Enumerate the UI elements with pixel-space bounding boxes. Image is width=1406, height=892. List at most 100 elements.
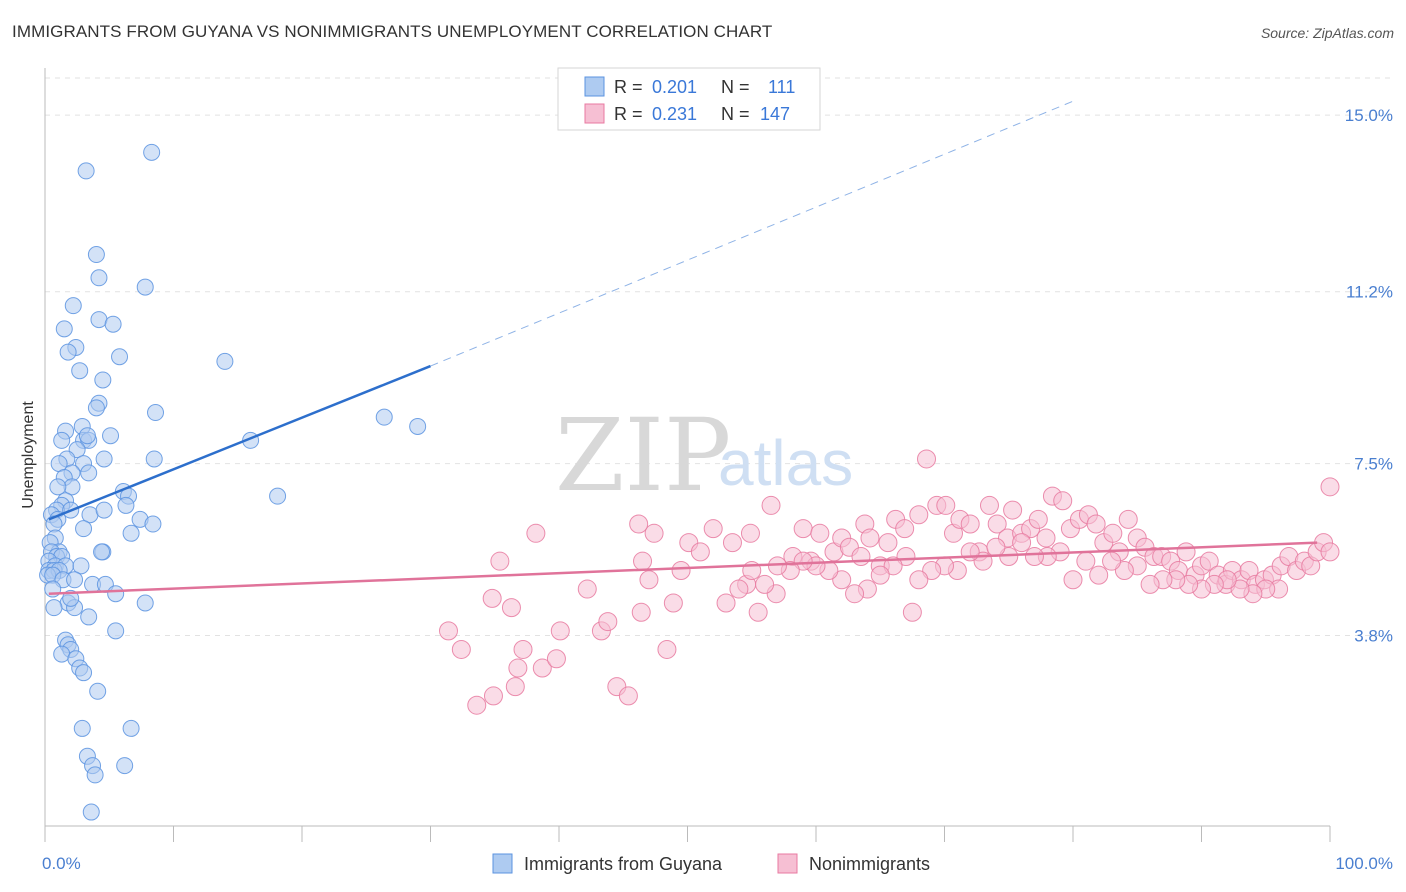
data-point: [75, 664, 93, 682]
data-point: [77, 162, 95, 180]
data-point: [909, 570, 929, 590]
data-point: [1118, 509, 1138, 529]
data-point: [1036, 528, 1056, 548]
trend-lines: [48, 100, 1318, 595]
data-point: [216, 352, 234, 370]
y-tick-label: 3.8%: [1354, 627, 1393, 646]
data-point: [896, 547, 916, 567]
data-point: [878, 533, 898, 553]
data-point: [1140, 574, 1160, 594]
legend-n-label-1: N =: [721, 77, 750, 97]
data-point: [75, 520, 93, 538]
data-point: [1114, 560, 1134, 580]
data-point: [269, 487, 287, 505]
data-point: [145, 450, 163, 468]
data-point: [122, 719, 140, 737]
data-point: [1012, 533, 1032, 553]
data-point: [78, 427, 96, 445]
data-point: [526, 523, 546, 543]
data-point: [761, 495, 781, 515]
bottom-legend-swatch-blue: [492, 853, 513, 874]
data-point: [107, 622, 125, 640]
data-point: [116, 757, 134, 775]
data-point: [644, 523, 664, 543]
trend-line-pink: [48, 541, 1318, 595]
data-point: [82, 803, 100, 821]
data-point: [111, 348, 129, 366]
data-point: [490, 551, 510, 571]
data-point: [86, 766, 104, 784]
data-point: [375, 408, 393, 426]
data-point: [722, 533, 742, 553]
data-point: [1053, 491, 1073, 511]
data-point: [793, 551, 813, 571]
data-point: [1199, 551, 1219, 571]
data-point: [1003, 500, 1023, 520]
y-tick-label: 7.5%: [1354, 455, 1393, 474]
data-point: [810, 523, 830, 543]
data-point: [598, 612, 618, 632]
data-point: [513, 639, 533, 659]
data-point: [1230, 579, 1250, 599]
data-point: [902, 602, 922, 622]
y-axis-title: Unemployment: [20, 401, 37, 509]
legend-r-value-2: 0.231: [652, 104, 697, 124]
data-point: [144, 515, 162, 533]
data-point: [917, 449, 937, 469]
data-point: [80, 608, 98, 626]
data-point: [663, 593, 683, 613]
data-point: [532, 658, 552, 678]
data-point: [895, 519, 915, 539]
data-point: [136, 594, 154, 612]
data-point: [467, 695, 487, 715]
data-point: [1086, 514, 1106, 534]
data-point: [986, 537, 1006, 557]
data-point: [1320, 477, 1340, 497]
data-point: [1089, 565, 1109, 585]
data-point: [136, 278, 154, 296]
data-point: [501, 598, 521, 618]
y-tick-labels: 15.0% 11.2% 7.5% 3.8%: [1345, 106, 1393, 645]
data-point: [107, 585, 125, 603]
watermark-zip: ZIP: [555, 397, 731, 514]
data-point: [550, 621, 570, 641]
data-point: [793, 519, 813, 539]
data-point: [1024, 547, 1044, 567]
data-point: [1076, 551, 1096, 571]
data-point: [1103, 523, 1123, 543]
x-tick-label-left: 0.0%: [42, 854, 81, 873]
data-point: [45, 599, 63, 617]
legend-swatch-pink: [584, 103, 605, 124]
x-tick-label-right: 100.0%: [1335, 854, 1393, 873]
data-point: [832, 570, 852, 590]
chart-source: Source: ZipAtlas.com: [1260, 25, 1394, 41]
chart-title: IMMIGRANTS FROM GUYANA VS NONIMMIGRANTS …: [12, 22, 773, 41]
data-point: [851, 547, 871, 567]
data-point: [80, 464, 98, 482]
data-point: [53, 645, 71, 663]
data-point: [73, 719, 91, 737]
data-point: [845, 584, 865, 604]
data-point: [960, 514, 980, 534]
bottom-legend-label-pink: Nonimmigrants: [809, 854, 930, 874]
data-point: [1063, 570, 1083, 590]
series-legend: Immigrants from Guyana Nonimmigrants: [492, 853, 930, 874]
series-immigrants-from-guyana: [39, 143, 427, 821]
data-point: [979, 495, 999, 515]
data-point: [64, 297, 82, 315]
data-point: [72, 557, 90, 575]
y-tick-label: 15.0%: [1345, 106, 1393, 125]
data-point: [102, 427, 120, 445]
data-point: [122, 524, 140, 542]
data-point: [1176, 542, 1196, 562]
data-point: [508, 658, 528, 678]
data-point: [93, 543, 111, 561]
data-point: [883, 556, 903, 576]
data-point: [95, 501, 113, 519]
data-point: [987, 514, 1007, 534]
data-point: [716, 593, 736, 613]
data-point: [59, 343, 77, 361]
data-point: [482, 588, 502, 608]
data-point: [147, 404, 165, 422]
